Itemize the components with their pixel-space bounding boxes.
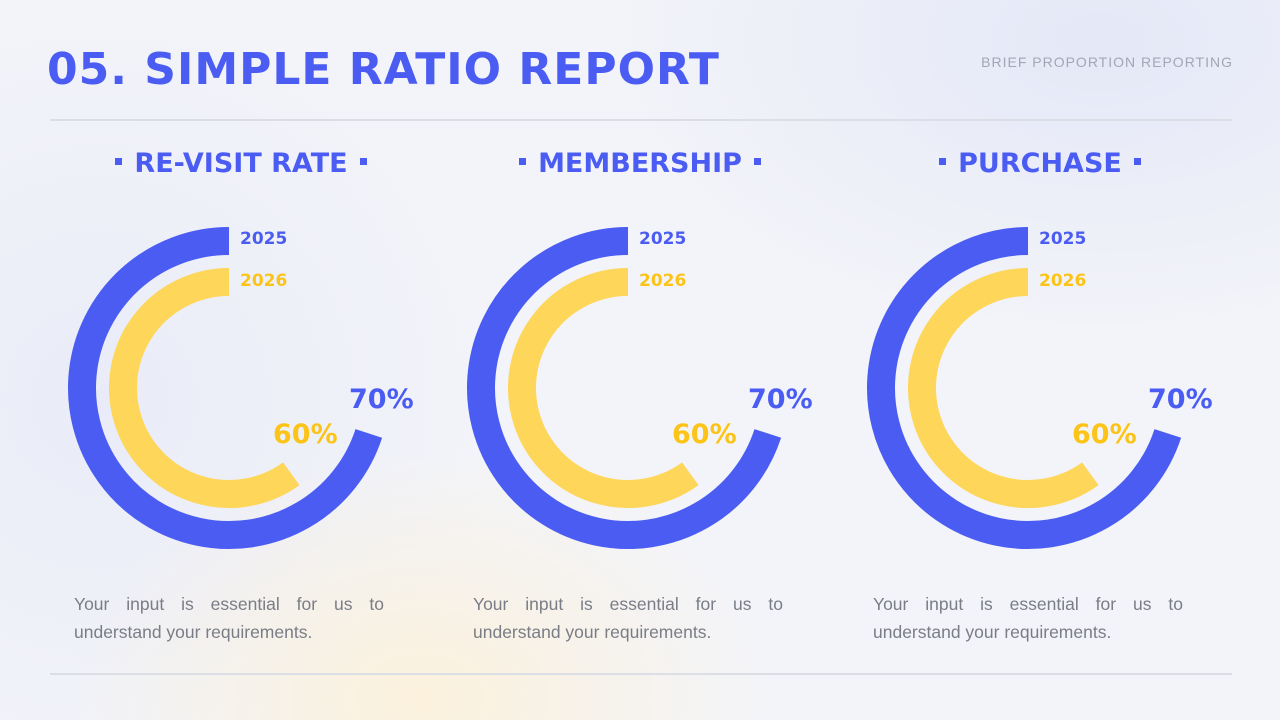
square-bullet-icon xyxy=(753,158,761,165)
value-label-2025: 70% xyxy=(1148,384,1213,415)
chart-title-text: PURCHASE xyxy=(958,148,1122,179)
page-title: 05. SIMPLE RATIO REPORT xyxy=(47,44,720,95)
chart-title: PURCHASE xyxy=(840,148,1240,179)
series-label-2026: 2026 xyxy=(240,271,288,291)
arc-2025 xyxy=(467,227,782,549)
radial-chart xyxy=(867,227,1182,549)
chart-title: MEMBERSHIP xyxy=(440,148,840,179)
square-bullet-icon xyxy=(359,158,367,165)
radial-chart xyxy=(68,227,383,549)
chart-title-text: RE-VISIT RATE xyxy=(134,148,348,179)
series-label-2026: 2026 xyxy=(1039,271,1087,291)
value-label-2026: 60% xyxy=(672,419,737,450)
arc-2026 xyxy=(109,268,300,508)
radial-chart xyxy=(467,227,782,549)
chart-description: Your input is essential for us to unders… xyxy=(473,594,783,642)
arc-2025 xyxy=(68,227,383,549)
series-label-2025: 2025 xyxy=(1039,229,1087,249)
value-label-2026: 60% xyxy=(273,419,338,450)
chart-title: RE-VISIT RATE xyxy=(41,148,441,179)
chart-description: Your input is essential for us to unders… xyxy=(873,594,1183,642)
arc-2026 xyxy=(908,268,1099,508)
square-bullet-icon xyxy=(115,158,123,165)
value-label-2025: 70% xyxy=(349,384,414,415)
top-divider xyxy=(50,119,1232,121)
value-label-2026: 60% xyxy=(1072,419,1137,450)
arc-2025 xyxy=(867,227,1182,549)
bottom-divider xyxy=(50,673,1232,675)
value-label-2025: 70% xyxy=(748,384,813,415)
series-label-2025: 2025 xyxy=(240,229,288,249)
chart-title-text: MEMBERSHIP xyxy=(538,148,742,179)
series-label-2026: 2026 xyxy=(639,271,687,291)
arc-2026 xyxy=(508,268,699,508)
page-subtitle: BRIEF PROPORTION REPORTING xyxy=(981,54,1233,70)
series-label-2025: 2025 xyxy=(639,229,687,249)
square-bullet-icon xyxy=(1133,158,1141,165)
square-bullet-icon xyxy=(519,158,527,165)
square-bullet-icon xyxy=(939,158,947,165)
chart-description: Your input is essential for us to unders… xyxy=(74,594,384,642)
